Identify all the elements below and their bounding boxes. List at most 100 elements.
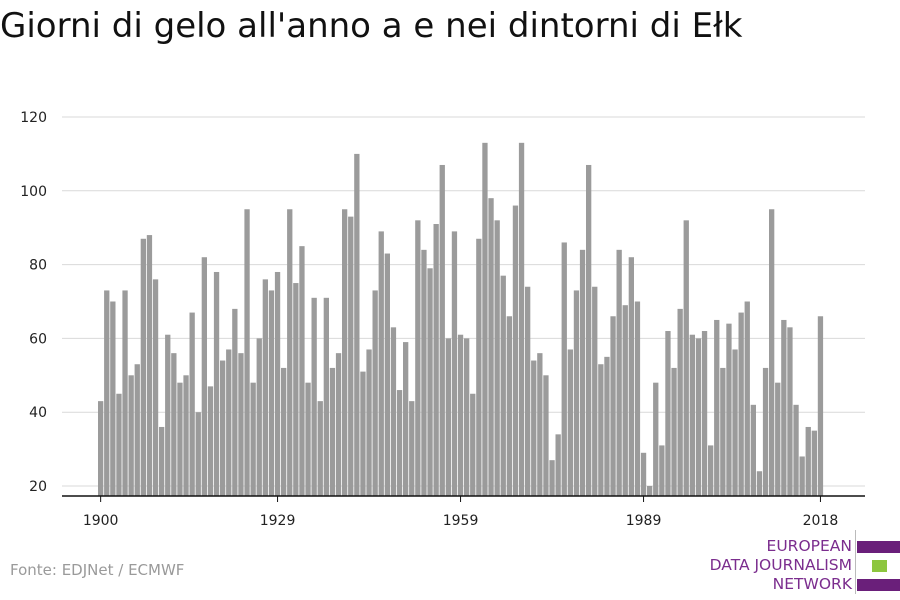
bar: [769, 209, 775, 496]
x-axis-tick-labels: 1900 1929 1959 1989 2018: [83, 513, 838, 529]
bar: [665, 331, 671, 496]
bar: [494, 220, 500, 496]
y-tick-label: 20: [29, 479, 47, 495]
y-tick-label: 100: [20, 184, 47, 200]
bar: [775, 382, 781, 496]
bar: [811, 430, 817, 496]
bar: [396, 390, 403, 496]
bar: [274, 271, 281, 496]
bar: [390, 327, 397, 496]
bar: [409, 401, 415, 496]
y-tick-label: 40: [29, 405, 47, 421]
bar: [421, 249, 427, 496]
bar: [354, 153, 360, 496]
bar: [762, 367, 769, 496]
bar: [817, 316, 824, 496]
bar: [262, 279, 268, 496]
logo-bar-2: [872, 560, 887, 572]
bar: [634, 301, 641, 496]
bar: [134, 364, 140, 496]
bar: [622, 305, 628, 496]
bar: [110, 301, 116, 496]
bar: [677, 308, 683, 496]
bar: [756, 471, 763, 496]
bar: [189, 312, 195, 496]
bar: [104, 290, 110, 496]
bar: [256, 338, 262, 496]
bar: [598, 364, 604, 496]
bar: [213, 271, 220, 496]
y-axis-tick-labels: 20 40 60 80 100 120: [20, 110, 47, 495]
source-note: Fonte: EDJNet / ECMWF: [10, 561, 185, 579]
bar: [238, 353, 244, 496]
bar: [372, 290, 378, 496]
logo-line-2: DATA JOURNALISM: [709, 556, 852, 574]
bar: [482, 142, 488, 496]
bar: [604, 356, 610, 496]
bar: [726, 323, 732, 496]
bars: [98, 142, 824, 496]
bar: [427, 268, 433, 496]
bar: [708, 445, 714, 496]
bar: [610, 316, 616, 496]
bar: [348, 216, 354, 496]
bar: [640, 452, 647, 496]
bar: [744, 301, 750, 496]
x-tick-label: 1900: [83, 513, 119, 529]
bar: [305, 382, 311, 496]
bar: [701, 331, 708, 496]
bar: [183, 375, 189, 496]
bar: [207, 386, 214, 496]
bar: [653, 382, 659, 496]
bar: [220, 360, 226, 496]
bar: [329, 367, 336, 496]
bar: [171, 353, 177, 496]
bar: [451, 231, 458, 496]
bar: [543, 375, 549, 496]
bar: [518, 142, 525, 496]
bar: [579, 249, 586, 496]
bar: [531, 360, 537, 496]
bar: [177, 382, 183, 496]
bar: [433, 224, 439, 496]
bar: [720, 367, 726, 496]
logo-line-3: NETWORK: [772, 575, 852, 593]
y-tick-label: 60: [29, 331, 47, 347]
bar: [281, 367, 287, 496]
bar: [293, 283, 299, 496]
bar: [787, 327, 793, 496]
bar: [555, 434, 561, 496]
logo-bar-3: [857, 579, 900, 591]
bar: [366, 349, 372, 496]
bar: [695, 338, 702, 496]
bar: [573, 290, 580, 496]
bar: [781, 319, 787, 496]
bar: [335, 353, 342, 496]
bar: [439, 164, 445, 496]
logo-line-1: EUROPEAN: [766, 537, 852, 555]
bar: [799, 456, 805, 496]
bar: [586, 164, 592, 496]
bar: [549, 460, 555, 496]
bar: [470, 393, 476, 496]
bar: [360, 371, 366, 496]
bar: [232, 308, 238, 496]
bar: [250, 382, 256, 496]
edjnet-logo: EUROPEAN DATA JOURNALISM NETWORK: [660, 530, 900, 596]
bar: [201, 257, 207, 496]
bar: [500, 275, 506, 496]
bar: [537, 353, 543, 496]
bar: [628, 257, 634, 496]
bar: [506, 316, 512, 496]
bar: [464, 338, 470, 496]
bar: [152, 279, 159, 496]
bar: [244, 209, 250, 496]
bar: [403, 342, 409, 496]
bar: [512, 205, 519, 496]
bar: [457, 334, 464, 496]
bar: [805, 426, 811, 496]
bar: [488, 198, 494, 496]
bar: [732, 349, 738, 496]
logo-divider: [855, 530, 856, 594]
